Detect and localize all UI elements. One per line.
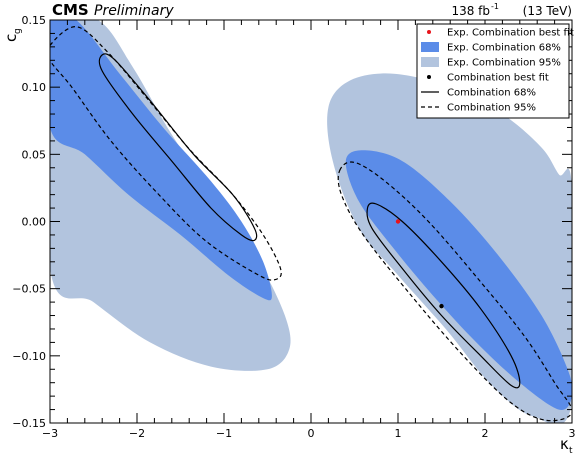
axis-tick-labels: −3 −2 −1 0 1 2 3 −0.15 −0.10 −0.05 0.00 0.05 0.10 0.1…: [12, 14, 575, 440]
y-tick-label: 0.00: [22, 216, 47, 229]
legend-marker: [427, 75, 431, 79]
x-tick-label: 0: [308, 427, 315, 440]
lumi-label: 138 fb: [451, 4, 490, 18]
legend-entry: Exp. Combination best fit: [427, 28, 574, 39]
x-tick-label: −1: [216, 427, 232, 440]
energy-label: (13 TeV): [523, 4, 572, 18]
legend-entry: Combination 68%: [421, 88, 536, 99]
axis-ticks: [49, 19, 573, 424]
y-axis-title-sub: g: [13, 28, 23, 34]
region-6-combination-68-: [98, 53, 258, 242]
x-tick-label: −2: [129, 427, 145, 440]
x-tick-label: −3: [42, 427, 58, 440]
y-tick-label: −0.10: [12, 350, 46, 363]
y-tick-label: −0.15: [12, 417, 46, 430]
legend-label: Combination best fit: [447, 73, 549, 84]
legend-entry: Exp. Combination 95%: [421, 57, 561, 69]
best-fit-point-0: [395, 219, 401, 224]
best-fit-points: [395, 219, 444, 309]
legend-entry: Combination 95%: [421, 103, 536, 114]
best-fit-point-1: [439, 303, 444, 309]
y-tick-label: 0.15: [22, 14, 47, 27]
x-tick-label: 3: [569, 427, 576, 440]
experiment-label: CMS: [52, 1, 89, 19]
x-axis-title: κ: [560, 435, 569, 453]
region-3-exp-combination-68-: [345, 150, 572, 410]
legend-label: Combination 68%: [447, 88, 536, 99]
region-2-exp-combination-68-: [50, 20, 272, 301]
legend-box: [416, 23, 570, 119]
lumi-exponent: -1: [491, 2, 499, 11]
legend-entry: Combination best fit: [427, 73, 549, 84]
y-tick-label: 0.05: [22, 148, 47, 161]
legend-label: Exp. Combination 95%: [447, 58, 561, 69]
legend-label: Exp. Combination best fit: [447, 28, 574, 39]
status-label: Preliminary: [94, 3, 174, 19]
contour-regions: [50, 20, 572, 423]
legend-marker: [427, 30, 431, 34]
legend-entry: Exp. Combination 68%: [421, 42, 561, 54]
legend-label: Exp. Combination 68%: [447, 43, 561, 54]
legend-swatch: [421, 57, 439, 67]
x-axis-title-sub: t: [569, 446, 573, 455]
x-tick-label: 2: [482, 427, 489, 440]
x-tick-label: 1: [395, 427, 402, 440]
y-axis-title: c: [2, 34, 20, 42]
region-4-combination-95-: [50, 26, 282, 281]
legend: Exp. Combination best fit Exp. Combinatio…: [416, 23, 574, 119]
legend-label: Combination 95%: [447, 103, 536, 114]
y-tick-label: 0.10: [22, 81, 47, 94]
y-tick-label: −0.05: [12, 283, 46, 296]
legend-swatch: [421, 42, 439, 52]
region-7-combination-68-: [366, 202, 521, 389]
